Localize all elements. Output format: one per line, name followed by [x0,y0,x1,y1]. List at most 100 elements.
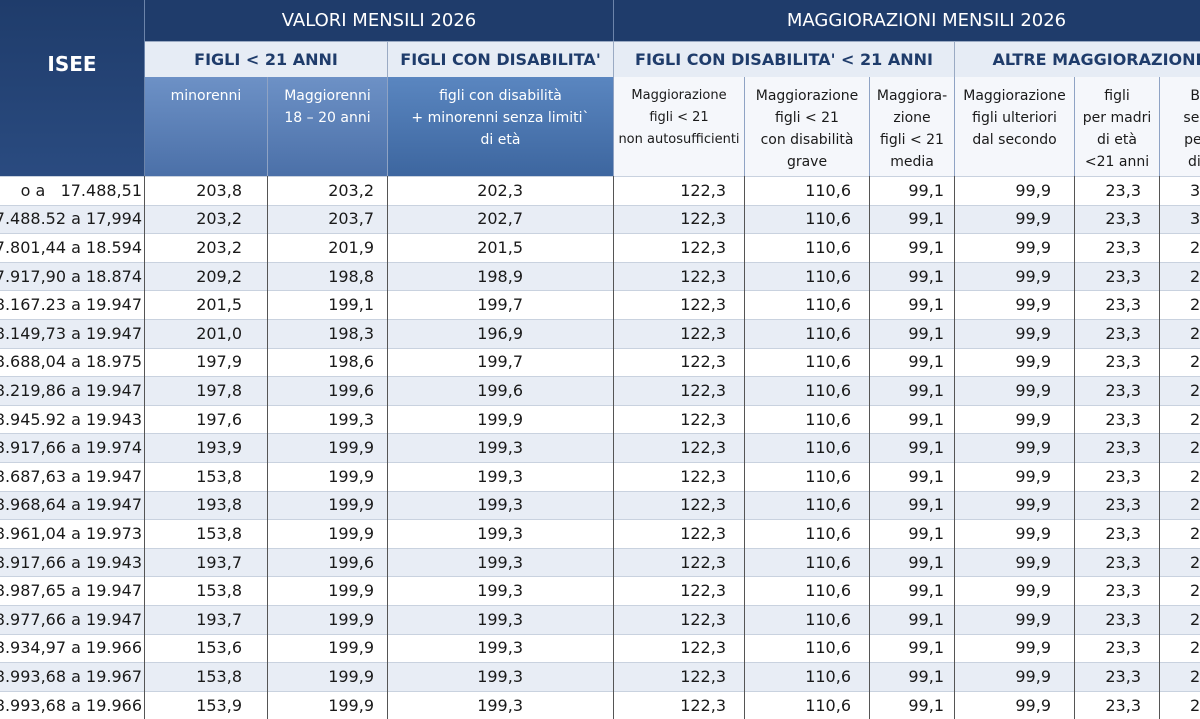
cell: 99,1 [870,462,955,491]
cell: 18.961,04 a 19.973 [0,519,145,548]
cell: 18.993,68 a 19.967 [0,662,145,691]
cell: 18.687,63 a 19.947 [0,462,145,491]
cell: 23,3 [1075,404,1160,434]
cell: 122,3 [614,176,745,205]
subgroup-header: FIGLI < 21 ANNI [145,41,388,77]
cell: 153,8 [145,519,268,548]
cell: 99,1 [870,490,955,520]
cell: 99,1 [870,633,955,663]
cell: 153,8 [145,576,268,605]
row-background [0,404,1200,434]
column-header: Maggiora- zione figli < 21 media [870,77,955,176]
cell: 199,9 [268,519,388,548]
cell: 199,9 [388,404,614,434]
cell: 99,9 [955,576,1075,605]
cell: 99,9 [955,204,1075,234]
column-header: Maggiorenni 18 – 20 anni [268,77,388,176]
row-background [0,376,1200,405]
cell: 203,8 [145,176,268,205]
cell: 199,9 [268,633,388,663]
cell: 110,6 [745,376,870,405]
cell: 122,3 [614,690,745,719]
cell: 122,3 [614,490,745,520]
cell: 199,3 [388,433,614,462]
cell: 122,3 [614,662,745,691]
cell: 99,9 [955,633,1075,663]
cell: 17.917,90 a 18.874 [0,261,145,291]
cell: 99,9 [955,462,1075,491]
row-background [0,233,1200,262]
cell: 110,6 [745,576,870,605]
cell: 99,1 [870,261,955,291]
row-background [0,290,1200,319]
cell: 18.977,66 a 19.947 [0,605,145,634]
cell: 23,3 [1075,462,1160,491]
cell: 199,9 [268,576,388,605]
cell: 2 [1160,519,1200,548]
cell: 199,6 [268,547,388,577]
cell: 201,5 [388,233,614,262]
cell: 110,6 [745,319,870,348]
column-header: Maggiorazione figli < 21 non autosuffici… [614,77,745,176]
cell: 2 [1160,433,1200,462]
cell: 99,1 [870,519,955,548]
cell: 23,3 [1075,176,1160,205]
group-header: MAGGIORAZIONI MENSILI 2026 [614,0,1200,41]
cell: 18.968,64 a 19.947 [0,490,145,520]
cell: 110,6 [745,462,870,491]
cell: 197,8 [145,376,268,405]
cell: 99,9 [955,233,1075,262]
cell: 99,1 [870,204,955,234]
cell: 99,9 [955,404,1075,434]
column-header: figli per madri di età <21 anni [1075,77,1160,176]
subgroup-header: FIGLI CON DISABILITA' [388,41,614,77]
cell: 198,8 [268,261,388,291]
column-header: figli con disabilità + minorenni senza l… [388,77,614,176]
cell: 2 [1160,548,1200,577]
cell: 122,3 [614,433,745,462]
row-background [0,204,1200,234]
cell: 193,8 [145,490,268,520]
cell: 110,6 [745,233,870,262]
cell: 209,2 [145,261,268,291]
cell: 199,9 [268,605,388,634]
row-background [0,490,1200,520]
cell: 199,3 [388,519,614,548]
cell: 110,6 [745,404,870,434]
cell: 203,2 [145,233,268,262]
cell: 110,6 [745,690,870,719]
cell: 199,3 [388,605,614,634]
cell: 23,3 [1075,690,1160,719]
cell: 18.993,68 a 19.966 [0,690,145,719]
cell: 110,6 [745,290,870,319]
cell: 23,3 [1075,290,1160,319]
cell: 23,3 [1075,662,1160,691]
cell: 23,3 [1075,261,1160,291]
row-background [0,605,1200,634]
cell: 99,9 [955,605,1075,634]
cell: 153,8 [145,662,268,691]
cell: 122,3 [614,290,745,319]
cell: 122,3 [614,319,745,348]
cell: 198,3 [268,319,388,348]
cell: 17.801,44 a 18.594 [0,233,145,262]
cell: 18.219,86 a 19.947 [0,376,145,405]
cell: 122,3 [614,633,745,663]
cell: 196,9 [388,319,614,348]
cell: 201,9 [268,233,388,262]
cell: 201,5 [145,290,268,319]
cell: 18.917,66 a 19.974 [0,433,145,462]
cell: 2 [1160,462,1200,491]
cell: 99,1 [870,376,955,405]
cell: 199,9 [268,690,388,719]
group-header: VALORI MENSILI 2026 [145,0,614,41]
cell: 122,3 [614,576,745,605]
cell: 2 [1160,491,1200,520]
row-background [0,576,1200,605]
cell: 18.688,04 a 18.975 [0,347,145,377]
cell: 110,6 [745,490,870,520]
cell: 122,3 [614,347,745,377]
cell: 122,3 [614,233,745,262]
cell: 110,6 [745,519,870,548]
